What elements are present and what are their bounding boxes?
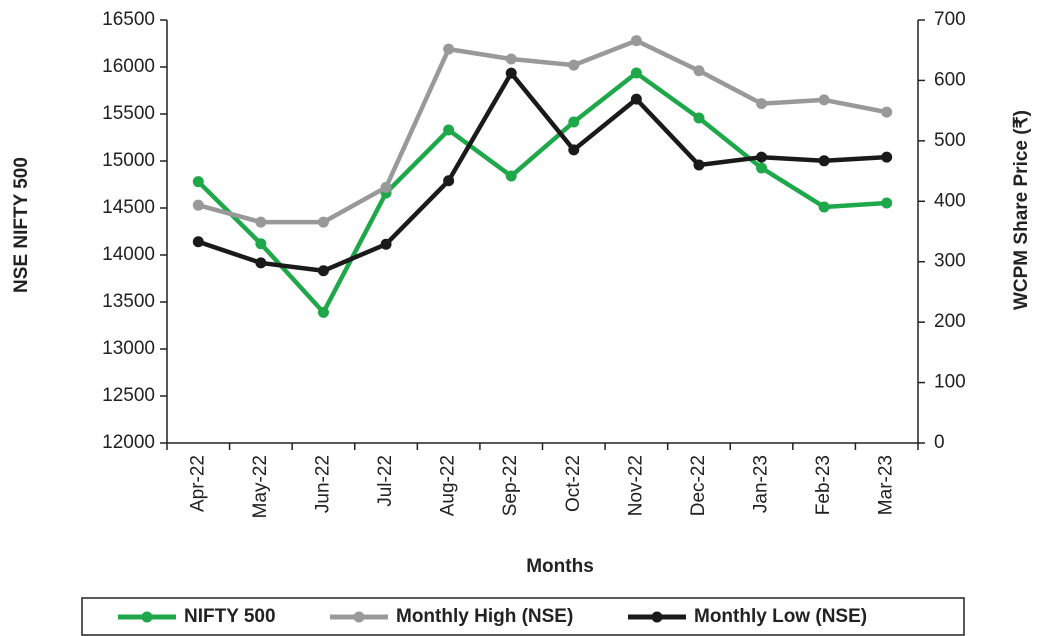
point xyxy=(693,159,705,171)
point xyxy=(881,151,893,163)
point xyxy=(693,112,705,124)
point xyxy=(818,201,830,213)
point xyxy=(818,155,830,167)
x-tick-label: Sep-22 xyxy=(500,455,521,516)
point xyxy=(192,236,204,248)
series-line xyxy=(196,70,887,315)
x-tick-label: Aug-22 xyxy=(438,455,459,516)
x-tick-label: Feb-23 xyxy=(813,455,834,515)
legend-marker xyxy=(353,611,365,623)
point xyxy=(505,67,517,79)
x-tick-label: Dec-22 xyxy=(688,455,709,516)
y-tick-label: 14500 xyxy=(102,197,155,218)
point xyxy=(881,197,893,209)
point xyxy=(255,238,267,250)
x-tick-label: Nov-22 xyxy=(625,455,646,516)
y-axis-title: NSE NIFTY 500 xyxy=(11,157,32,293)
y2-tick-label: 400 xyxy=(934,190,966,211)
point xyxy=(756,98,768,110)
y2-tick-label: 600 xyxy=(934,69,966,90)
point xyxy=(881,106,893,118)
series-line xyxy=(197,70,887,274)
point xyxy=(192,199,204,211)
y2-tick-label: 100 xyxy=(934,372,966,393)
point xyxy=(317,265,329,277)
legend-marker xyxy=(141,611,153,623)
point xyxy=(443,124,455,136)
y2-tick-label: 200 xyxy=(934,311,966,332)
y2-tick-label: 700 xyxy=(934,9,966,30)
point xyxy=(380,238,392,250)
point xyxy=(505,53,517,65)
point xyxy=(380,181,392,193)
point xyxy=(756,151,768,163)
point xyxy=(818,94,830,106)
point xyxy=(255,257,267,269)
legend-label: NIFTY 500 xyxy=(184,606,276,627)
point xyxy=(568,116,580,128)
point xyxy=(505,170,517,182)
y-tick-label: 15500 xyxy=(102,103,155,124)
legend-label: Monthly High (NSE) xyxy=(396,606,573,627)
legend-marker xyxy=(651,611,663,623)
y2-tick-label: 500 xyxy=(934,130,966,151)
y-tick-label: 14000 xyxy=(102,244,155,265)
x-tick-label: Jan-23 xyxy=(751,455,772,513)
x-tick-label: Jun-22 xyxy=(312,455,333,513)
x-tick-label: Jul-22 xyxy=(375,455,396,507)
legend-label: Monthly Low (NSE) xyxy=(694,606,867,627)
y-tick-label: 15000 xyxy=(102,150,155,171)
point xyxy=(255,216,267,228)
y-tick-label: 13000 xyxy=(102,338,155,359)
point xyxy=(443,175,455,187)
point xyxy=(317,306,329,318)
x-tick-label: May-22 xyxy=(250,455,271,518)
point xyxy=(317,216,329,228)
point xyxy=(443,43,455,55)
point xyxy=(756,162,768,174)
y-tick-label: 16000 xyxy=(102,56,155,77)
x-tick-label: Oct-22 xyxy=(563,455,584,512)
series-line xyxy=(197,38,888,225)
x-axis-title: Months xyxy=(526,556,594,577)
y-tick-label: 12500 xyxy=(102,385,155,406)
point xyxy=(693,65,705,77)
legend-box xyxy=(81,597,965,636)
point xyxy=(568,144,580,156)
point xyxy=(568,59,580,71)
y2-tick-label: 300 xyxy=(934,251,966,272)
x-tick-label: Apr-22 xyxy=(187,455,208,512)
y2-axis-title: WCPM Share Price (₹) xyxy=(1011,110,1032,310)
y2-tick-label: 0 xyxy=(934,432,945,453)
x-tick-label: Mar-23 xyxy=(876,455,897,515)
point xyxy=(192,176,204,188)
y-tick-label: 12000 xyxy=(102,432,155,453)
point xyxy=(630,35,642,47)
y-tick-label: 16500 xyxy=(102,9,155,30)
point xyxy=(630,67,642,79)
y-tick-label: 13500 xyxy=(102,291,155,312)
point xyxy=(630,93,642,105)
